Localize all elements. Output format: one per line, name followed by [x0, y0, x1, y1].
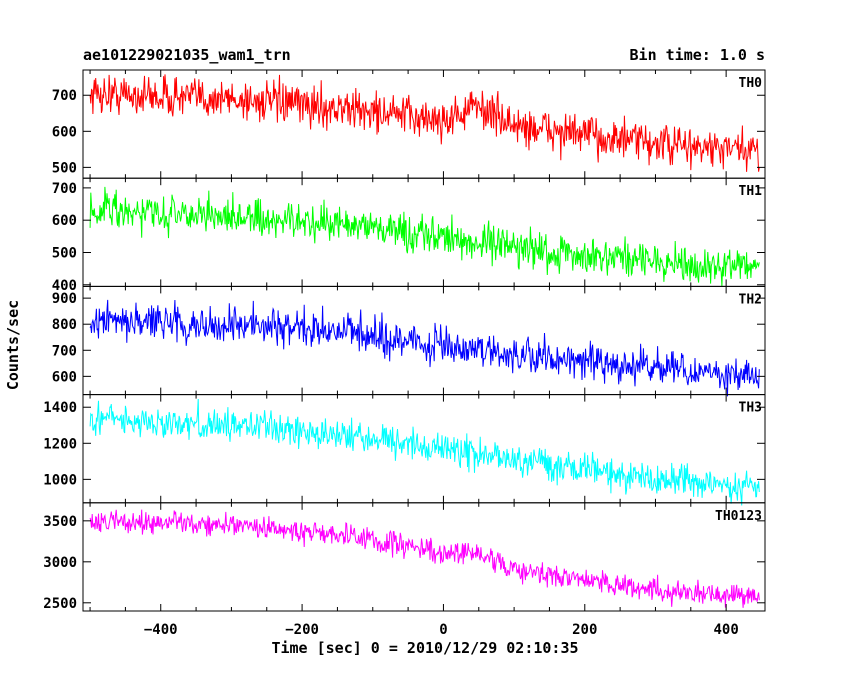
y-tick-label: 800	[52, 317, 77, 333]
x-axis-label: Time [sec] 0 = 2010/12/29 02:10:35	[271, 639, 578, 657]
panel-label-th3: TH3	[739, 401, 762, 416]
chart-title: ae101229021035_wam1_trn	[83, 46, 291, 64]
series-line-th3	[89, 398, 760, 506]
series-line-th0	[89, 74, 760, 172]
panel-label-th1: TH1	[739, 184, 763, 199]
panel-frame-th0123	[82, 502, 766, 612]
y-tick-label: 600	[52, 213, 77, 229]
y-tick-label: 1400	[43, 400, 77, 416]
y-axis-label: Counts/sec	[4, 300, 22, 390]
x-tick-label: 0	[439, 622, 447, 638]
y-tick-label: 3500	[43, 514, 77, 530]
series-line-th2	[89, 299, 760, 397]
y-tick-label: 900	[52, 291, 77, 307]
y-tick-label: 1200	[43, 436, 77, 452]
x-tick-label: −200	[285, 622, 319, 638]
y-tick-label: 500	[52, 245, 77, 261]
y-tick-label: 1000	[43, 472, 77, 488]
y-tick-label: 700	[52, 181, 77, 197]
panel-frame-th1	[82, 177, 766, 287]
y-tick-label: 600	[52, 124, 77, 140]
y-tick-label: 500	[52, 160, 77, 176]
y-tick-label: 700	[52, 343, 77, 359]
x-tick-label: 400	[713, 622, 738, 638]
series-line-th0123	[89, 509, 760, 608]
y-tick-label: 2500	[43, 596, 77, 612]
panel-label-th0123: TH0123	[715, 509, 762, 524]
chart-panels: TH0 500 600 700 TH1 400 500 600 700 TH2 600 700 800 9…	[43, 69, 766, 638]
y-tick-label: 3000	[43, 555, 77, 571]
y-tick-label: 600	[52, 369, 77, 385]
panel-label-th0: TH0	[739, 76, 763, 91]
x-tick-label: 200	[572, 622, 597, 638]
y-tick-label: 700	[52, 88, 77, 104]
bin-time-label: Bin time: 1.0 s	[630, 46, 765, 64]
series-line-th1	[89, 186, 760, 287]
y-tick-label: 400	[52, 278, 77, 294]
panel-label-th2: TH2	[739, 292, 762, 307]
x-tick-label: −400	[144, 622, 178, 638]
